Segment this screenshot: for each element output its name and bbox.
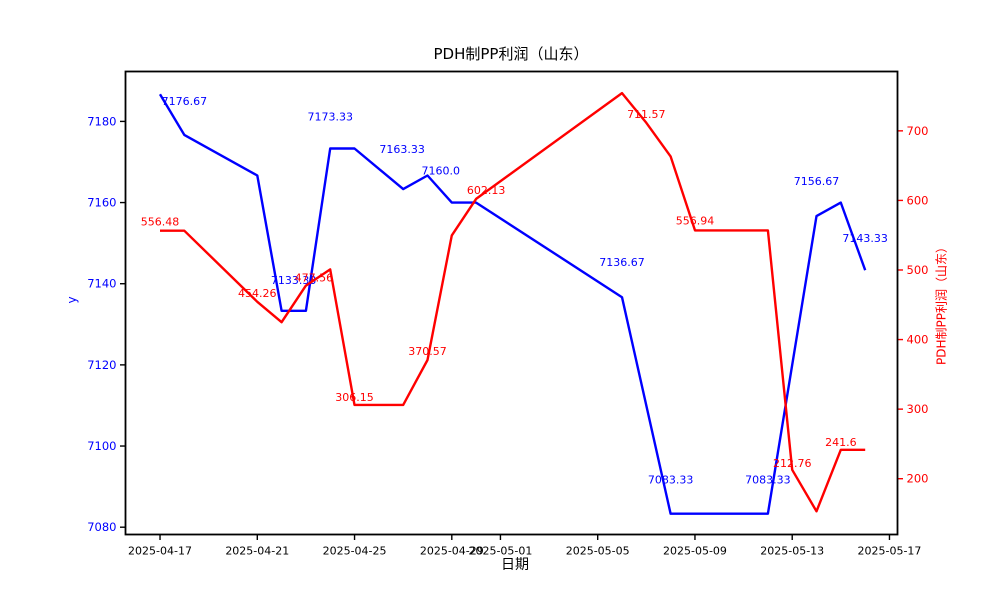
x-tick-label: 2025-05-01 (468, 545, 532, 558)
chart-title: PDH制PP利润（山东） (433, 45, 589, 63)
y-right-tick-label: 200 (907, 472, 929, 486)
x-tick-label: 2025-04-29 (420, 545, 484, 558)
x-tick-label: 2025-04-21 (225, 545, 289, 558)
x-tick-label: 2025-05-05 (566, 545, 630, 558)
x-tick-label: 2025-04-17 (128, 545, 192, 558)
y-left-tick-label: 7140 (87, 277, 116, 291)
data-label: 7136.67 (599, 256, 645, 269)
x-tick-label: 2025-05-09 (663, 545, 727, 558)
y-left-tick-label: 7180 (87, 114, 116, 128)
data-label: 556.48 (141, 216, 180, 229)
data-label: 454.26 (238, 287, 277, 300)
y-right-tick-label: 500 (907, 263, 929, 277)
data-label: 7163.33 (379, 143, 425, 156)
data-label: 7176.67 (162, 95, 208, 108)
y-right-tick-label: 400 (907, 333, 929, 347)
data-label: 7160.0 (422, 165, 461, 178)
data-label: 7143.33 (842, 232, 888, 245)
y-axis-title-right: PDH制PP利润（山东） (934, 241, 949, 365)
data-label: 602.13 (467, 184, 506, 197)
data-label: 7133.33 (271, 274, 317, 287)
x-tick-label: 2025-05-13 (760, 545, 824, 558)
data-label: 370.57 (408, 345, 447, 358)
data-label: 7173.33 (307, 110, 353, 123)
data-label: 7083.33 (648, 474, 694, 487)
y-right-tick-label: 600 (907, 193, 929, 207)
y-left-tick-label: 7160 (87, 196, 116, 210)
y-left-tick-label: 7080 (87, 520, 116, 534)
plot-border (124, 70, 899, 536)
data-label: 711.57 (627, 108, 666, 121)
x-axis-title: 日期 (501, 557, 529, 573)
data-label: 7083.33 (745, 474, 791, 487)
data-label: 7156.67 (794, 175, 840, 188)
data-label: 241.6 (825, 436, 857, 449)
y-right-tick-label: 700 (907, 124, 929, 138)
data-label: 306.15 (335, 391, 374, 404)
x-tick-label: 2025-05-17 (858, 545, 922, 558)
series-line-left (158, 93, 867, 515)
y-right-tick-label: 300 (907, 402, 929, 416)
y-left-tick-label: 7100 (87, 439, 116, 453)
data-label: 556.94 (676, 214, 715, 227)
series-line-right (160, 91, 866, 513)
y-axis-title-left: y (65, 296, 79, 304)
x-tick-label: 2025-04-25 (323, 545, 387, 558)
y-left-tick-label: 7120 (87, 358, 116, 372)
data-label: 212.76 (773, 457, 812, 470)
data-label: 477.56 (295, 272, 334, 285)
